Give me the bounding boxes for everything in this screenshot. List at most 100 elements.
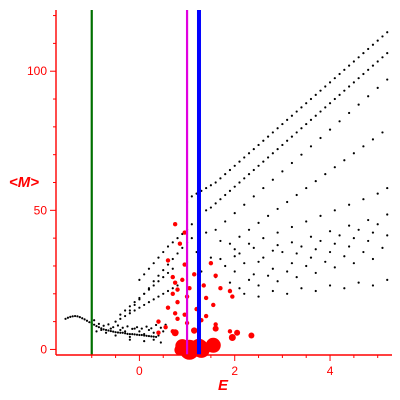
black-data-point: [376, 223, 379, 226]
red-data-point: [175, 299, 180, 305]
red-data-point: [228, 333, 236, 341]
red-data-point: [172, 280, 178, 285]
red-data-point: [170, 291, 175, 296]
black-data-point: [290, 262, 294, 265]
red-data-point: [248, 332, 255, 339]
black-data-point: [104, 331, 108, 334]
black-data-point: [257, 164, 260, 167]
black-data-point: [219, 177, 222, 180]
black-data-point: [135, 326, 139, 329]
red-data-point: [234, 329, 241, 336]
black-data-point: [352, 262, 355, 265]
black-data-point: [247, 228, 251, 231]
black-data-point: [295, 110, 298, 113]
black-data-point: [352, 237, 355, 240]
red-data-point: [175, 316, 180, 322]
black-data-point: [131, 327, 134, 330]
black-data-point: [143, 303, 146, 307]
black-data-point: [114, 320, 117, 323]
black-data-point: [166, 263, 170, 266]
black-data-point: [143, 339, 146, 343]
black-data-point: [238, 160, 241, 163]
black-data-point: [124, 330, 127, 333]
black-data-point: [328, 250, 332, 254]
black-data-point: [133, 333, 136, 336]
black-data-point: [109, 329, 112, 333]
black-data-point: [371, 43, 375, 46]
black-data-point: [243, 156, 246, 159]
black-data-point: [228, 242, 232, 245]
black-data-point: [81, 317, 84, 320]
black-data-point: [238, 287, 241, 290]
black-data-point: [319, 110, 322, 113]
black-data-point: [116, 324, 120, 327]
black-data-point: [128, 333, 131, 336]
black-data-point: [257, 284, 260, 287]
black-data-point: [348, 111, 351, 115]
black-data-point: [176, 284, 179, 287]
black-data-point: [190, 237, 193, 240]
black-data-point: [295, 193, 298, 197]
black-data-point: [314, 271, 317, 275]
black-data-point: [376, 192, 379, 195]
black-data-point: [128, 335, 131, 339]
black-data-point: [119, 331, 122, 334]
black-data-point: [214, 228, 217, 231]
black-data-point: [276, 148, 279, 151]
black-data-point: [159, 326, 162, 329]
black-data-point: [381, 131, 384, 134]
black-data-point: [276, 231, 279, 234]
black-data-point: [205, 186, 208, 190]
red-data-point: [227, 329, 233, 334]
black-data-point: [376, 60, 379, 63]
black-data-point: [367, 47, 370, 51]
black-data-point: [152, 298, 155, 301]
x-tick-label-0: 0: [136, 364, 143, 378]
black-data-point: [386, 52, 389, 55]
red-data-point: [156, 330, 161, 335]
black-data-point: [305, 102, 308, 105]
black-data-point: [314, 114, 317, 117]
black-data-point: [190, 223, 193, 226]
red-data-point: [182, 262, 187, 267]
black-data-point: [152, 335, 155, 338]
black-data-point: [124, 309, 127, 312]
black-data-point: [119, 328, 122, 332]
black-data-point: [243, 262, 246, 265]
red-data-point: [175, 287, 180, 292]
black-data-point: [247, 173, 251, 176]
black-data-point: [305, 264, 308, 268]
black-data-point: [157, 334, 160, 337]
black-data-point: [371, 64, 375, 67]
black-data-point: [64, 317, 67, 320]
black-data-point: [266, 156, 270, 159]
black-data-point: [97, 326, 100, 329]
black-data-point: [348, 64, 351, 67]
black-data-point: [324, 85, 327, 88]
black-data-point: [147, 334, 151, 338]
black-data-point: [214, 202, 217, 205]
black-data-point: [343, 255, 346, 258]
y-tick-label-50: 50: [34, 203, 48, 217]
black-data-point: [338, 120, 341, 123]
black-data-point: [114, 334, 117, 337]
black-data-point: [238, 181, 241, 184]
black-data-point: [357, 228, 360, 231]
black-data-point: [276, 127, 279, 130]
black-data-point: [300, 153, 303, 156]
black-data-point: [228, 168, 232, 172]
black-data-point: [154, 323, 158, 327]
black-data-point: [152, 331, 155, 334]
black-data-point: [143, 333, 146, 336]
black-data-point: [143, 292, 146, 295]
black-data-point: [233, 270, 236, 273]
black-data-point: [309, 235, 313, 238]
black-data-point: [102, 328, 105, 331]
red-data-point: [201, 283, 206, 288]
black-data-point: [126, 332, 129, 335]
black-data-point: [333, 266, 336, 269]
black-data-point: [219, 198, 222, 201]
black-data-point: [324, 106, 327, 109]
black-data-point: [224, 220, 227, 223]
